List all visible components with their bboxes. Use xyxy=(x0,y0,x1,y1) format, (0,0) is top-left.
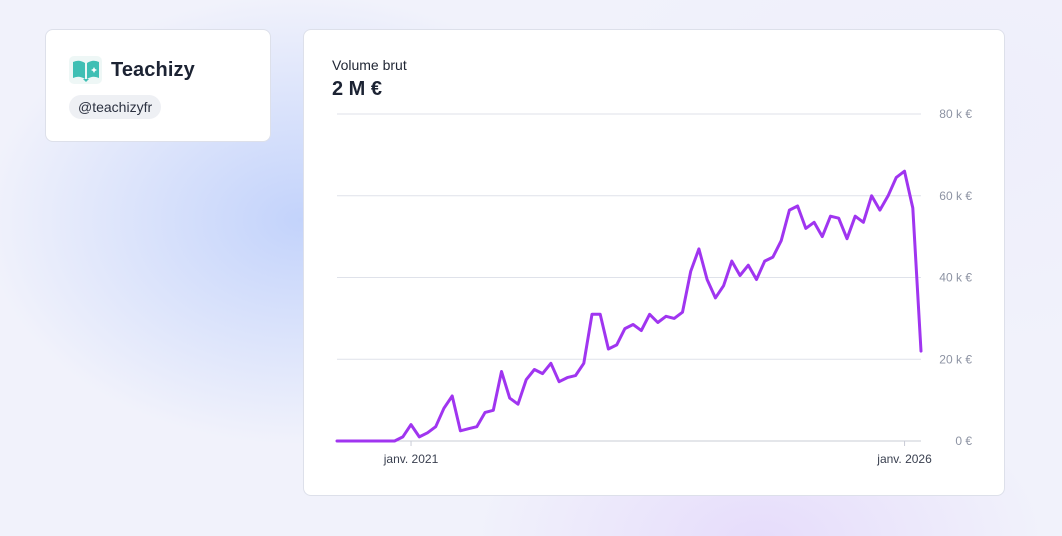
data-point[interactable] xyxy=(911,207,914,210)
data-point[interactable] xyxy=(780,239,783,242)
x-tick-label: janv. 2026 xyxy=(876,452,932,466)
data-point[interactable] xyxy=(558,380,561,383)
data-point[interactable] xyxy=(640,329,643,332)
data-point[interactable] xyxy=(862,221,865,224)
open-book-sparkle-icon xyxy=(69,56,102,84)
chart-title: Volume brut xyxy=(332,57,407,73)
data-point[interactable] xyxy=(352,440,355,443)
brand-card: Teachizy @teachizyfr xyxy=(45,29,271,142)
data-point[interactable] xyxy=(541,372,544,375)
series-line-volume-brut[interactable] xyxy=(335,169,923,443)
data-point[interactable] xyxy=(920,350,923,353)
data-point[interactable] xyxy=(804,227,807,230)
data-point[interactable] xyxy=(344,440,347,443)
data-point[interactable] xyxy=(467,427,470,430)
y-tick-label: 80 k € xyxy=(939,107,972,121)
data-point[interactable] xyxy=(459,429,462,432)
data-point[interactable] xyxy=(623,327,626,330)
data-point[interactable] xyxy=(410,423,413,426)
data-point[interactable] xyxy=(763,260,766,263)
y-tick-label: 40 k € xyxy=(939,271,972,285)
data-point[interactable] xyxy=(878,209,881,212)
data-point[interactable] xyxy=(730,260,733,263)
data-point[interactable] xyxy=(697,247,700,250)
data-point[interactable] xyxy=(739,274,742,277)
data-point[interactable] xyxy=(434,425,437,428)
data-point[interactable] xyxy=(566,376,569,379)
chart-card: Volume brut 2 M € 0 € 20 k € 40 k € 60 k € 8… xyxy=(303,29,1005,496)
data-point[interactable] xyxy=(336,440,339,443)
data-point[interactable] xyxy=(854,215,857,218)
data-point[interactable] xyxy=(837,217,840,220)
data-point[interactable] xyxy=(500,370,503,373)
brand-header: Teachizy xyxy=(69,56,195,84)
data-point[interactable] xyxy=(845,237,848,240)
data-point[interactable] xyxy=(615,343,618,346)
data-point[interactable] xyxy=(788,209,791,212)
data-point[interactable] xyxy=(887,194,890,197)
data-point[interactable] xyxy=(451,395,454,398)
data-point[interactable] xyxy=(590,313,593,316)
data-point[interactable] xyxy=(385,440,388,443)
data-point[interactable] xyxy=(714,296,717,299)
data-point[interactable] xyxy=(722,284,725,287)
data-point[interactable] xyxy=(648,313,651,316)
data-point[interactable] xyxy=(516,403,519,406)
data-point[interactable] xyxy=(689,270,692,273)
brand-handle[interactable]: @teachizyfr xyxy=(69,95,162,119)
data-point[interactable] xyxy=(747,264,750,267)
data-point[interactable] xyxy=(813,221,816,224)
data-point[interactable] xyxy=(508,397,511,400)
data-point[interactable] xyxy=(442,407,445,410)
data-point[interactable] xyxy=(681,311,684,314)
data-point[interactable] xyxy=(582,362,585,365)
chart-total: 2 M € xyxy=(332,78,383,100)
y-tick-label: 60 k € xyxy=(939,189,972,203)
data-point[interactable] xyxy=(549,362,552,365)
data-point[interactable] xyxy=(426,431,429,434)
data-point[interactable] xyxy=(632,323,635,326)
data-point[interactable] xyxy=(599,313,602,316)
data-point[interactable] xyxy=(393,440,396,443)
data-point[interactable] xyxy=(895,176,898,179)
data-point[interactable] xyxy=(475,425,478,428)
data-point[interactable] xyxy=(771,256,774,259)
data-point[interactable] xyxy=(533,368,536,371)
data-point[interactable] xyxy=(706,278,709,281)
y-tick-label: 20 k € xyxy=(939,352,972,366)
data-point[interactable] xyxy=(360,440,363,443)
data-point[interactable] xyxy=(870,194,873,197)
data-point[interactable] xyxy=(418,435,421,438)
data-point[interactable] xyxy=(755,278,758,281)
data-point[interactable] xyxy=(796,204,799,207)
data-point[interactable] xyxy=(607,348,610,351)
data-point[interactable] xyxy=(484,411,487,414)
x-tick-label: janv. 2021 xyxy=(383,452,439,466)
data-point[interactable] xyxy=(574,374,577,377)
y-tick-label: 0 € xyxy=(955,434,972,448)
data-point[interactable] xyxy=(377,440,380,443)
data-point[interactable] xyxy=(656,321,659,324)
brand-name: Teachizy xyxy=(111,58,195,81)
data-point[interactable] xyxy=(673,317,676,320)
data-point[interactable] xyxy=(903,170,906,173)
data-point[interactable] xyxy=(401,435,404,438)
data-point[interactable] xyxy=(821,235,824,238)
data-point[interactable] xyxy=(368,440,371,443)
data-point[interactable] xyxy=(492,409,495,412)
volume-chart[interactable]: 0 € 20 k € 40 k € 60 k € 80 k € janv. 2021 jan… xyxy=(304,30,1004,495)
data-point[interactable] xyxy=(525,378,528,381)
data-point[interactable] xyxy=(829,215,832,218)
data-point[interactable] xyxy=(665,315,668,318)
